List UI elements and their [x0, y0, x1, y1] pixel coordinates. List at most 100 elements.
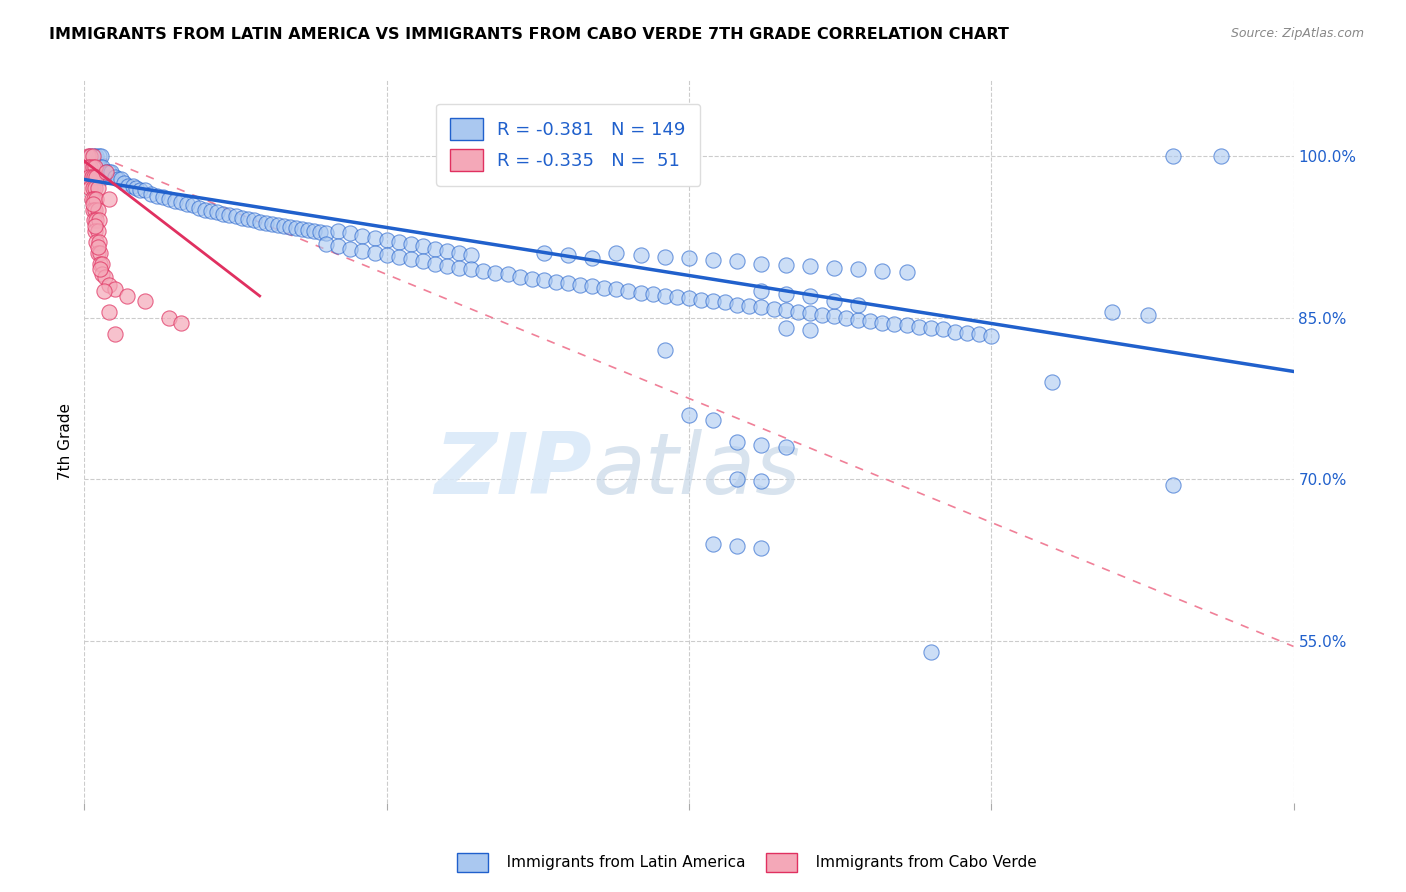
- Point: [249, 214, 271, 228]
- Point: [86, 170, 108, 185]
- Point: [533, 273, 555, 287]
- Point: [896, 318, 918, 332]
- Point: [593, 281, 616, 295]
- Point: [811, 309, 834, 323]
- Point: [436, 259, 458, 273]
- Point: [751, 257, 773, 271]
- Text: ZIP: ZIP: [434, 429, 592, 512]
- Point: [79, 149, 101, 163]
- Point: [302, 224, 325, 238]
- Point: [291, 222, 314, 236]
- Point: [630, 248, 652, 262]
- Point: [139, 186, 162, 201]
- Point: [328, 224, 350, 238]
- Point: [714, 295, 737, 310]
- Point: [617, 284, 640, 298]
- Point: [170, 195, 193, 210]
- Point: [702, 294, 724, 309]
- Point: [449, 260, 471, 275]
- Point: [125, 181, 148, 195]
- Point: [181, 198, 204, 212]
- Point: [79, 149, 101, 163]
- Point: [569, 278, 592, 293]
- Point: [786, 305, 808, 319]
- Point: [91, 257, 114, 271]
- Point: [79, 160, 101, 174]
- Point: [641, 286, 664, 301]
- Point: [520, 271, 543, 285]
- Point: [225, 209, 247, 223]
- Point: [170, 316, 193, 330]
- Point: [799, 306, 821, 320]
- Point: [100, 165, 122, 179]
- Point: [207, 204, 229, 219]
- Point: [751, 300, 773, 314]
- Point: [87, 235, 110, 249]
- Point: [980, 329, 1002, 343]
- Point: [84, 160, 107, 174]
- Point: [82, 149, 104, 163]
- Point: [94, 269, 117, 284]
- Point: [509, 269, 531, 284]
- Point: [725, 434, 748, 449]
- Point: [194, 202, 217, 217]
- Point: [352, 244, 374, 258]
- Point: [82, 160, 104, 174]
- Point: [690, 293, 713, 308]
- Text: IMMIGRANTS FROM LATIN AMERICA VS IMMIGRANTS FROM CABO VERDE 7TH GRADE CORRELATIO: IMMIGRANTS FROM LATIN AMERICA VS IMMIGRA…: [49, 27, 1010, 42]
- Point: [738, 299, 761, 313]
- Point: [605, 245, 627, 260]
- Point: [775, 303, 797, 318]
- Point: [152, 190, 174, 204]
- Point: [339, 227, 361, 241]
- Point: [94, 165, 117, 179]
- Point: [484, 266, 506, 280]
- Point: [1161, 477, 1184, 491]
- Point: [654, 250, 676, 264]
- Point: [89, 245, 111, 260]
- Point: [110, 172, 132, 186]
- Point: [93, 170, 115, 185]
- Y-axis label: 7th Grade: 7th Grade: [58, 403, 73, 480]
- Point: [423, 257, 446, 271]
- Point: [339, 242, 361, 256]
- Point: [920, 321, 942, 335]
- Point: [943, 325, 966, 339]
- Point: [86, 235, 108, 249]
- Point: [775, 258, 797, 272]
- Point: [846, 297, 869, 311]
- Point: [859, 314, 882, 328]
- Point: [399, 252, 422, 267]
- Point: [388, 235, 411, 249]
- Point: [134, 294, 156, 309]
- Point: [702, 413, 724, 427]
- Point: [84, 219, 107, 233]
- Point: [91, 268, 114, 282]
- Point: [83, 192, 105, 206]
- Point: [630, 285, 652, 300]
- Text: Immigrants from Cabo Verde: Immigrants from Cabo Verde: [801, 855, 1038, 870]
- Point: [231, 211, 253, 226]
- Point: [1161, 149, 1184, 163]
- Point: [188, 201, 211, 215]
- Point: [1209, 149, 1232, 163]
- Point: [86, 240, 108, 254]
- Point: [460, 248, 482, 262]
- Point: [896, 265, 918, 279]
- Point: [236, 212, 259, 227]
- Point: [97, 165, 120, 179]
- Point: [86, 245, 108, 260]
- Point: [375, 248, 398, 262]
- Point: [165, 194, 187, 208]
- Point: [278, 219, 301, 234]
- Point: [107, 172, 129, 186]
- Point: [200, 203, 222, 218]
- Point: [835, 310, 858, 325]
- Point: [799, 259, 821, 273]
- Point: [799, 289, 821, 303]
- Point: [702, 537, 724, 551]
- Point: [77, 170, 100, 185]
- Point: [725, 539, 748, 553]
- Point: [375, 233, 398, 247]
- Point: [284, 221, 308, 235]
